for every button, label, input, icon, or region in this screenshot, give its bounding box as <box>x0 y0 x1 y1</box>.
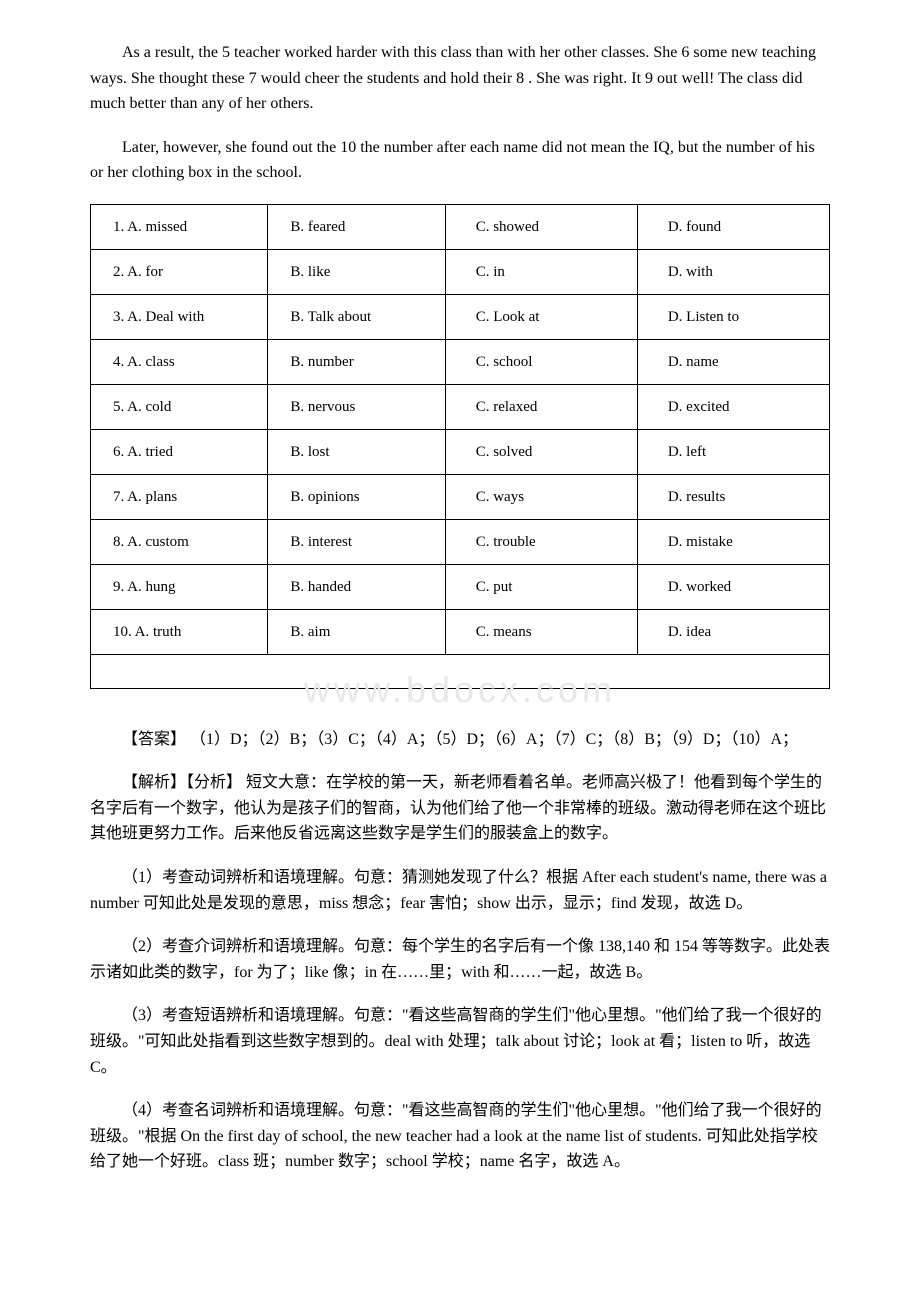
analysis-item-1: （1）考查动词辨析和语境理解。句意：猜测她发现了什么？根据 After each… <box>90 865 830 916</box>
option-cell: D. idea <box>637 609 829 654</box>
option-cell: B. handed <box>268 564 445 609</box>
option-cell: C. put <box>445 564 637 609</box>
answer-key: 【答案】 （1）D；（2）B；（3）C；（4）A；（5）D；（6）A；（7）C；… <box>90 727 830 753</box>
option-cell: 1. A. missed <box>91 204 268 249</box>
option-cell: C. means <box>445 609 637 654</box>
passage-paragraph-1: As a result, the 5 teacher worked harder… <box>90 40 830 117</box>
option-cell: B. nervous <box>268 384 445 429</box>
option-cell: D. found <box>637 204 829 249</box>
option-cell: B. interest <box>268 519 445 564</box>
option-cell: D. excited <box>637 384 829 429</box>
option-cell: D. name <box>637 339 829 384</box>
analysis-item-4: （4）考查名词辨析和语境理解。句意："看这些高智商的学生们"他心里想。"他们给了… <box>90 1098 830 1175</box>
option-cell: C. showed <box>445 204 637 249</box>
table-row: 2. A. for B. like C. in D. with <box>91 249 830 294</box>
option-cell: 6. A. tried <box>91 429 268 474</box>
table-row: 6. A. tried B. lost C. solved D. left <box>91 429 830 474</box>
table-row: 5. A. cold B. nervous C. relaxed D. exci… <box>91 384 830 429</box>
option-cell: B. feared <box>268 204 445 249</box>
option-cell: C. school <box>445 339 637 384</box>
option-cell: B. Talk about <box>268 294 445 339</box>
options-table: 1. A. missed B. feared C. showed D. foun… <box>90 204 830 689</box>
option-cell: B. opinions <box>268 474 445 519</box>
table-row: 3. A. Deal with B. Talk about C. Look at… <box>91 294 830 339</box>
option-cell: D. left <box>637 429 829 474</box>
table-row: 10. A. truth B. aim C. means D. idea <box>91 609 830 654</box>
option-cell: 2. A. for <box>91 249 268 294</box>
option-cell: 7. A. plans <box>91 474 268 519</box>
option-cell: 10. A. truth <box>91 609 268 654</box>
table-row: 7. A. plans B. opinions C. ways D. resul… <box>91 474 830 519</box>
option-cell: C. in <box>445 249 637 294</box>
option-cell: B. like <box>268 249 445 294</box>
option-cell: 8. A. custom <box>91 519 268 564</box>
table-row: 1. A. missed B. feared C. showed D. foun… <box>91 204 830 249</box>
option-cell: B. aim <box>268 609 445 654</box>
option-cell: D. results <box>637 474 829 519</box>
table-row: 8. A. custom B. interest C. trouble D. m… <box>91 519 830 564</box>
analysis-item-3: （3）考查短语辨析和语境理解。句意："看这些高智商的学生们"他心里想。"他们给了… <box>90 1003 830 1080</box>
option-cell: 9. A. hung <box>91 564 268 609</box>
empty-cell <box>91 654 830 688</box>
option-cell: C. solved <box>445 429 637 474</box>
option-cell: 3. A. Deal with <box>91 294 268 339</box>
analysis-intro: 【解析】【分析】 短文大意：在学校的第一天，新老师看着名单。老师高兴极了！他看到… <box>90 770 830 847</box>
option-cell: D. mistake <box>637 519 829 564</box>
table-row-empty <box>91 654 830 688</box>
option-cell: B. number <box>268 339 445 384</box>
option-cell: 5. A. cold <box>91 384 268 429</box>
table-row: 4. A. class B. number C. school D. name <box>91 339 830 384</box>
table-row: 9. A. hung B. handed C. put D. worked <box>91 564 830 609</box>
option-cell: C. Look at <box>445 294 637 339</box>
analysis-item-2: （2）考查介词辨析和语境理解。句意：每个学生的名字后有一个像 138,140 和… <box>90 934 830 985</box>
option-cell: C. relaxed <box>445 384 637 429</box>
option-cell: C. trouble <box>445 519 637 564</box>
option-cell: 4. A. class <box>91 339 268 384</box>
option-cell: B. lost <box>268 429 445 474</box>
option-cell: D. Listen to <box>637 294 829 339</box>
option-cell: D. worked <box>637 564 829 609</box>
option-cell: D. with <box>637 249 829 294</box>
passage-paragraph-2: Later, however, she found out the 10 the… <box>90 135 830 186</box>
option-cell: C. ways <box>445 474 637 519</box>
